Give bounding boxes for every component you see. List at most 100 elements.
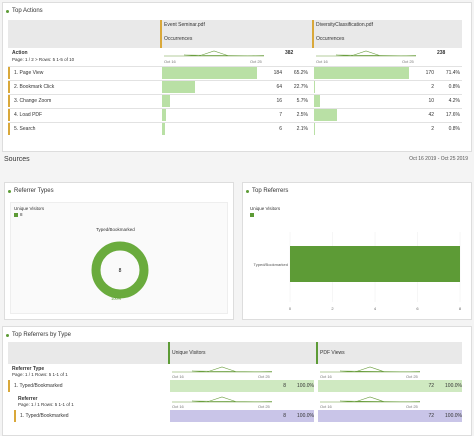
row-accent: [8, 380, 10, 392]
legend-swatch: [250, 213, 254, 217]
x-tick-label: 6: [416, 306, 419, 311]
bar: [162, 109, 166, 121]
column-accent: [160, 20, 162, 48]
panel-title: Top Referrers by Type: [12, 332, 71, 338]
cell-pct: 2.1%: [296, 126, 308, 132]
cell-value: 10: [428, 98, 434, 104]
x-tick-label: 8: [459, 306, 462, 311]
date-end: Oct 25: [258, 374, 270, 379]
bar: [318, 410, 462, 422]
bar: [162, 123, 166, 135]
cell-value: 16: [276, 98, 282, 104]
date-start: Oct 16: [316, 59, 328, 64]
y-category-label: Typed/Bookmarked: [254, 262, 288, 267]
sparkline: [320, 366, 420, 373]
date-end: Oct 25: [258, 404, 270, 409]
date-start: Oct 16: [172, 374, 184, 379]
bar: [318, 380, 462, 392]
cell-value: 42: [428, 112, 434, 118]
row-label: 2. Bookmark Click: [14, 84, 55, 90]
sparkline-path: [320, 366, 420, 373]
bar: [314, 81, 316, 93]
level-header: Referrer Type: [12, 366, 45, 372]
column-name: DiversityClassification.pdf: [316, 22, 373, 28]
column-name: Event Seminar.pdf: [164, 22, 205, 28]
column-name: PDF Views: [320, 350, 345, 356]
cell-pct: 0.8%: [448, 126, 460, 132]
bar: [170, 410, 314, 422]
row-divider: [8, 94, 462, 95]
row-accent: [8, 109, 10, 121]
row-header: Action: [12, 50, 28, 56]
sparkline-path: [316, 50, 416, 57]
date-start: Oct 16: [172, 404, 184, 409]
cell-pct: 65.2%: [293, 70, 308, 76]
pagination: Page: 1 / 1 Rows: 5 1-1 of 1: [12, 372, 68, 377]
cell-pct: 22.7%: [293, 84, 308, 90]
date-end: Oct 25: [406, 374, 418, 379]
pagination: Page: 1 / 2 > Rows: 5 1-5 of 10: [12, 57, 75, 62]
sparkline-path: [172, 396, 272, 403]
row-divider: [8, 108, 462, 109]
cell-value: 2: [431, 84, 434, 90]
date-range: Oct 16 2019 - Oct 25 2019: [409, 156, 468, 162]
sparkline: [172, 366, 272, 373]
section-title: Sources: [4, 156, 30, 163]
legend-swatch: [14, 213, 18, 217]
header-band: [8, 342, 462, 364]
legend-label: 8: [20, 212, 23, 217]
cell-pct: 100.0%: [297, 383, 314, 389]
panel-icon: [6, 10, 9, 13]
row-accent: [8, 123, 10, 135]
donut-percent: 100%: [111, 296, 122, 301]
column-metric: Occurrences: [316, 36, 345, 42]
row-label: 1. Page View: [14, 70, 44, 76]
bar: [162, 95, 171, 107]
cell-pct: 71.4%: [445, 70, 460, 76]
bar: [314, 109, 338, 121]
cell-value: 8: [283, 383, 286, 389]
cell-value: 2: [431, 126, 434, 132]
bar: [290, 246, 460, 282]
date-end: Oct 25: [406, 404, 418, 409]
cell-pct: 2.5%: [296, 112, 308, 118]
row-label: 1. Typed/Bookmarked: [14, 383, 63, 389]
row-label: 5. Search: [14, 126, 36, 132]
cell-value: 184: [273, 70, 282, 76]
cell-pct: 17.6%: [445, 112, 460, 118]
bar-chart: 0 2 4 6 8 Typed/Bookmarked: [254, 232, 462, 311]
date-end: Oct 25: [402, 59, 414, 64]
panel-title: Top Referrers: [252, 188, 289, 194]
row-label: 1. Typed/Bookmarked: [20, 413, 69, 419]
bar: [162, 81, 196, 93]
panel-icon: [6, 334, 9, 337]
cell-pct: 100.0%: [297, 413, 314, 419]
row-accent: [8, 81, 10, 93]
bar: [170, 380, 314, 392]
cell-pct: 0.8%: [448, 84, 460, 90]
bar: [314, 67, 409, 79]
cell-value: 72: [428, 413, 434, 419]
sparkline-path: [164, 50, 264, 57]
cell-value: 8: [283, 413, 286, 419]
panel-icon: [8, 190, 11, 193]
segment-label: Typed/Bookmarked: [96, 227, 135, 232]
row-accent: [8, 67, 10, 79]
sparkline: [172, 396, 272, 403]
column-accent: [168, 342, 170, 364]
date-end: Oct 25: [250, 59, 262, 64]
donut-segment: [91, 241, 149, 299]
sparkline: [164, 50, 264, 57]
cell-pct: 100.0%: [445, 413, 462, 419]
column-total: 382: [285, 50, 294, 56]
metric-label: Unique Visitors: [14, 206, 45, 211]
row-label: 4. Load PDF: [14, 112, 43, 118]
column-total: 238: [437, 50, 446, 56]
x-tick-label: 4: [374, 306, 377, 311]
donut-chart: 8: [91, 241, 149, 299]
column-metric: Occurrences: [164, 36, 193, 42]
bar: [162, 67, 257, 79]
metric-label: Unique Visitors: [250, 206, 281, 211]
donut-center: 8: [119, 268, 122, 274]
